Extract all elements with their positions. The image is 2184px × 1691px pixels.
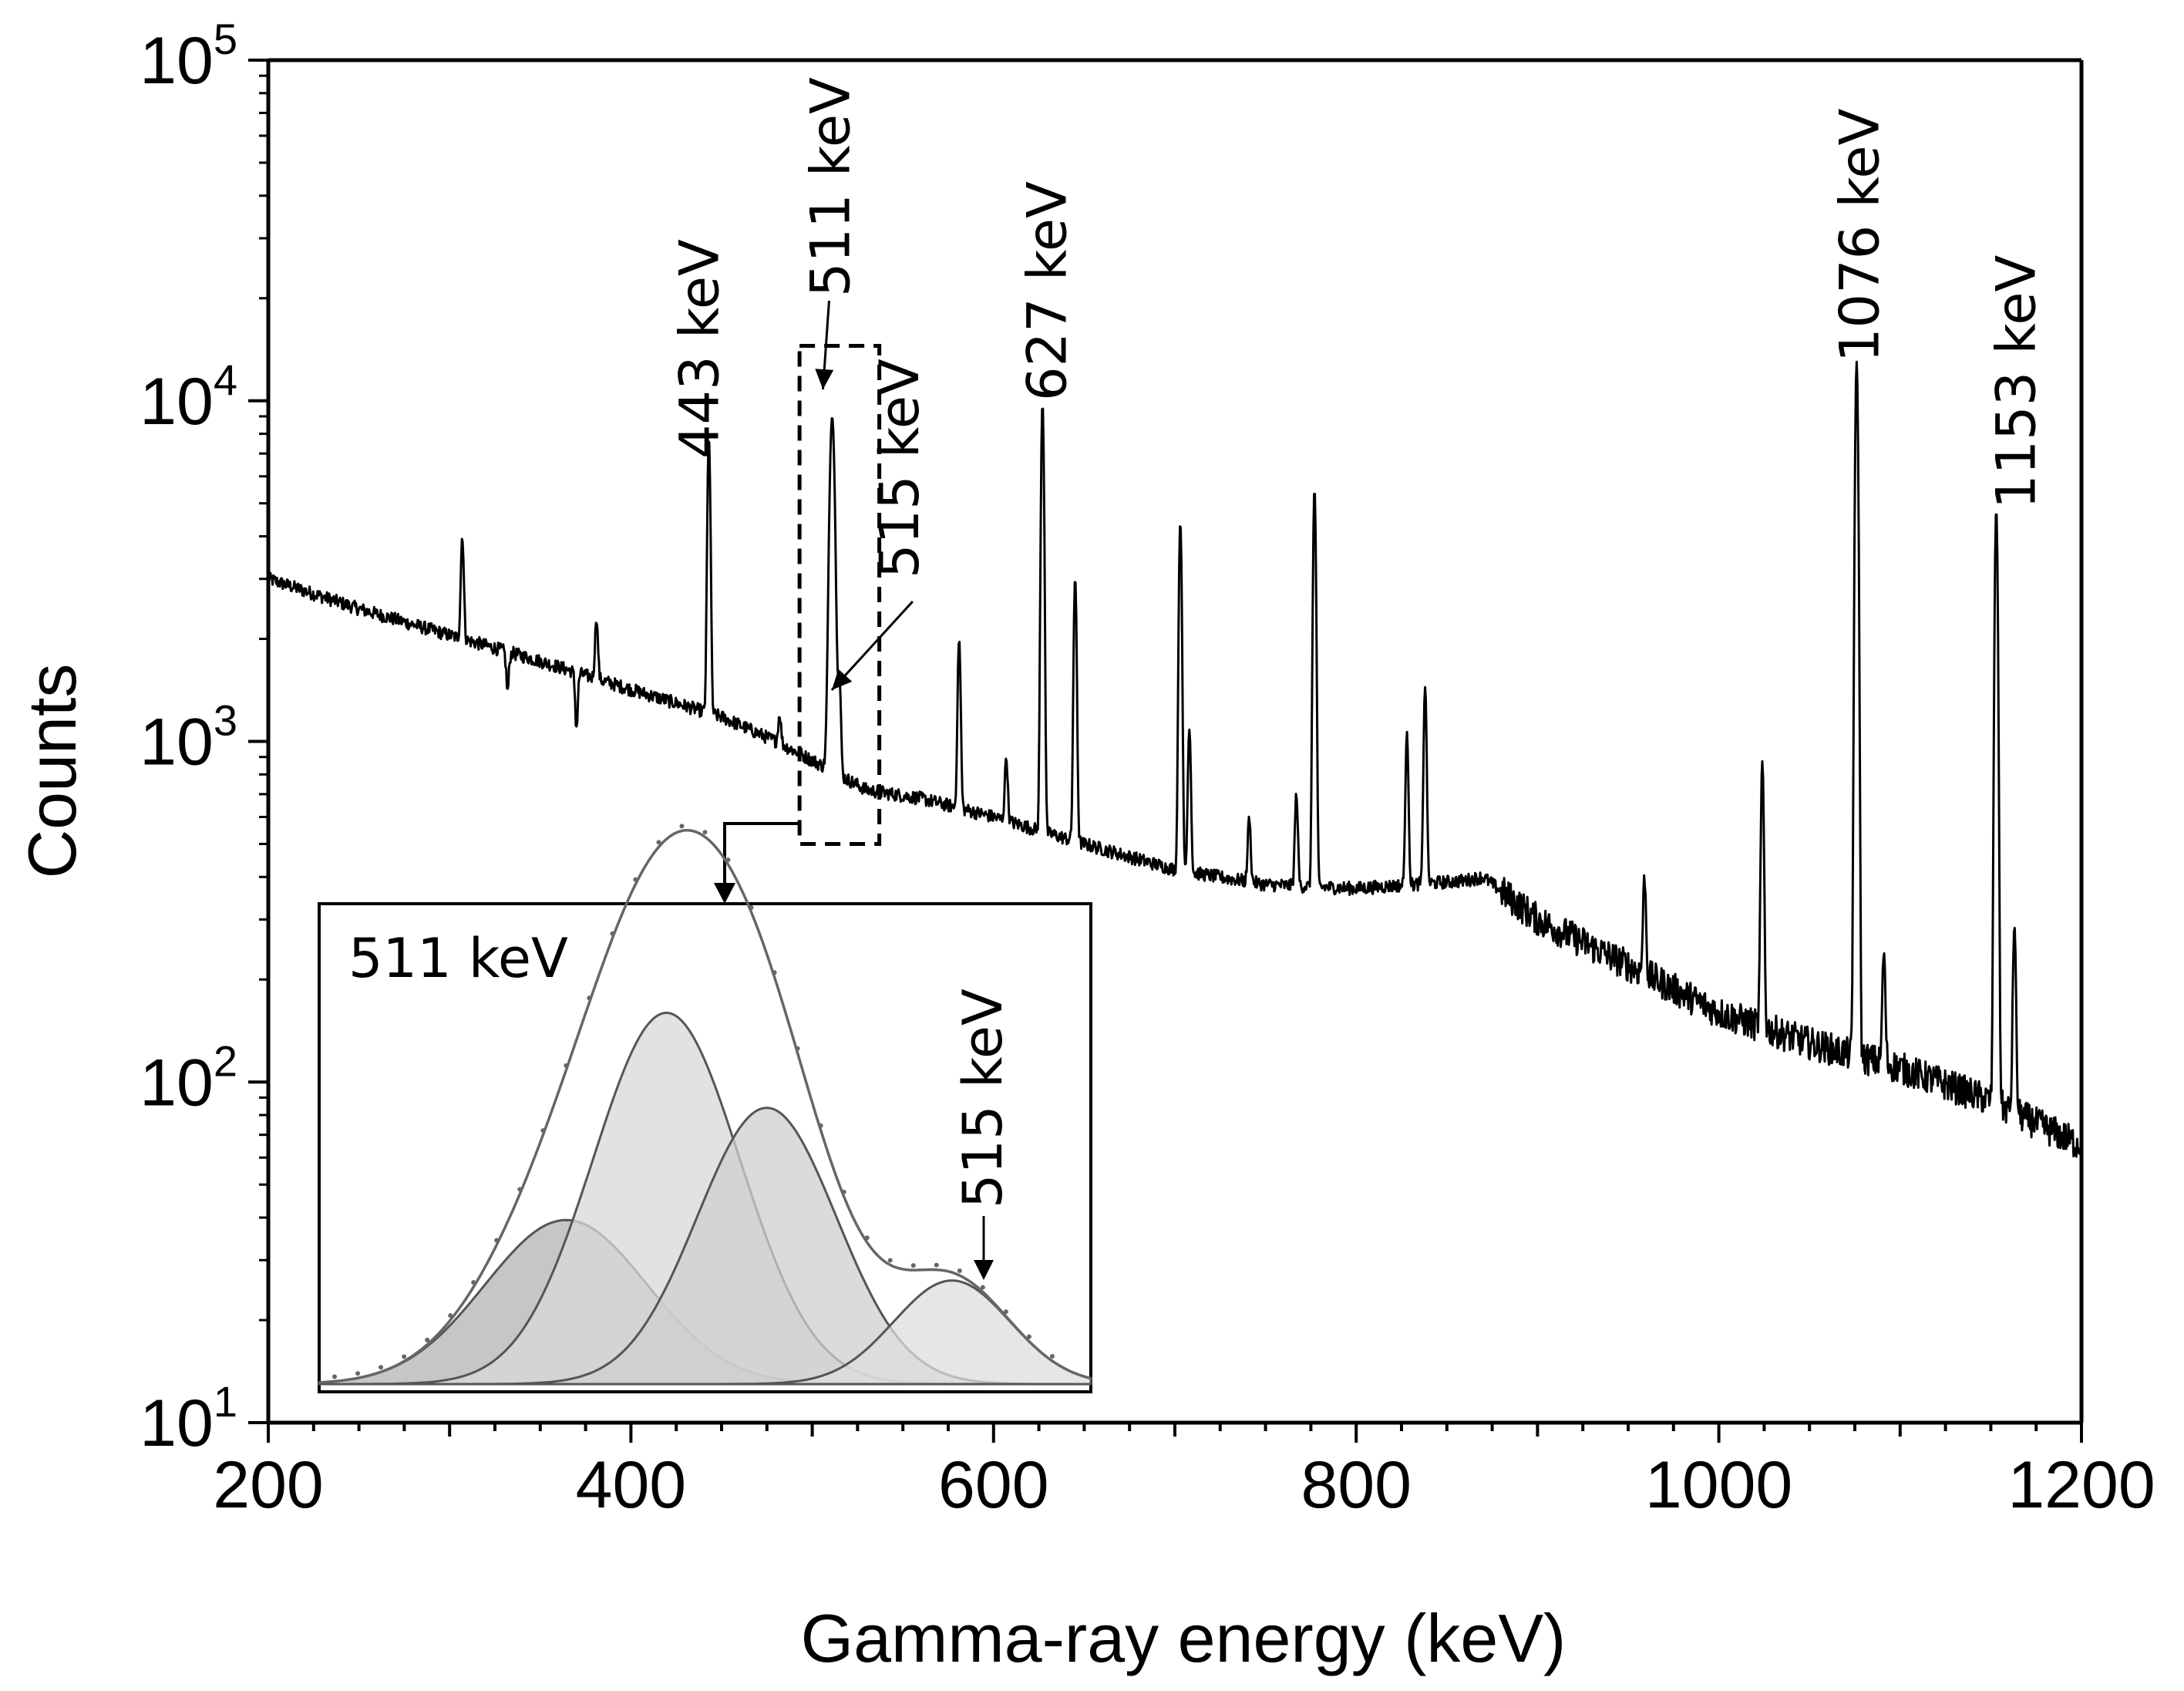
inset-data-point xyxy=(587,995,592,1001)
y-tick-exponent: 4 xyxy=(214,355,237,404)
inset-data-point xyxy=(818,1123,823,1128)
inset-data-point xyxy=(355,1371,361,1376)
inset-data-point xyxy=(679,824,685,829)
x-tick-label: 200 xyxy=(213,1448,324,1522)
y-tick-base: 10 xyxy=(140,706,214,780)
y-tick-exponent: 1 xyxy=(214,1377,237,1426)
inset-connector xyxy=(723,822,800,887)
peak-label-443: 443 keV xyxy=(668,239,732,459)
inset-connector-head xyxy=(714,883,735,904)
inset-data-point xyxy=(471,1280,476,1285)
y-tick-label: 102 xyxy=(140,1036,237,1120)
y-tick-label: 105 xyxy=(140,15,237,98)
y-tick-exponent: 2 xyxy=(214,1036,237,1085)
plot-area xyxy=(267,360,2083,1160)
inset-data-point xyxy=(1049,1354,1055,1359)
inset-data-point xyxy=(656,840,661,845)
inset-data-point xyxy=(725,857,731,863)
zoom-box xyxy=(797,343,882,846)
x-axis-label: Gamma-ray energy (keV) xyxy=(801,1600,1566,1676)
inset-component-4 xyxy=(319,1279,1092,1386)
y-tick-label: 103 xyxy=(140,696,237,780)
inset-data-point xyxy=(957,1268,962,1274)
inset-data-point xyxy=(564,1063,569,1068)
peak-label-511: 511 keV xyxy=(799,77,862,297)
x-tick-label: 1000 xyxy=(1645,1448,1792,1522)
inset-data-point xyxy=(702,830,708,835)
peak-label-1153: 1153 keV xyxy=(1984,254,2048,509)
x-tick-label: 600 xyxy=(938,1448,1049,1522)
inset-data-point xyxy=(841,1189,846,1194)
x-tick-label: 400 xyxy=(576,1448,687,1522)
inset-data-point xyxy=(332,1374,338,1379)
inset-envelope xyxy=(318,828,1092,1384)
inset-data-point xyxy=(448,1313,453,1319)
y-tick-base: 10 xyxy=(140,24,214,98)
inset-data-point xyxy=(772,970,777,975)
inset-arrow-label: 515 keV xyxy=(951,989,1015,1208)
x-tick-label: 800 xyxy=(1301,1448,1412,1522)
inset-panel: 511 keV 515 keV xyxy=(318,824,1092,1393)
inset-data-point xyxy=(910,1263,916,1268)
y-tick-exponent: 5 xyxy=(214,15,237,63)
inset-data-point xyxy=(934,1262,939,1268)
inset-data-point xyxy=(425,1337,430,1342)
y-tick-label: 104 xyxy=(140,355,237,439)
inset-data-point xyxy=(633,877,638,882)
inset-data-point xyxy=(1026,1334,1031,1339)
inset-data-point xyxy=(864,1235,870,1241)
inset-data-point xyxy=(749,905,754,911)
inset-data-point xyxy=(540,1128,546,1134)
inset-title: 511 keV xyxy=(348,927,568,990)
inset-data-point xyxy=(980,1285,985,1290)
y-tick-base: 10 xyxy=(140,1386,214,1460)
peak-label-627: 627 keV xyxy=(1015,181,1079,401)
y-tick-exponent: 3 xyxy=(214,696,237,745)
inset-arrow-head xyxy=(974,1260,994,1280)
inset-data-point xyxy=(379,1365,384,1370)
spectrum-line xyxy=(267,360,2083,1160)
inset-data-point xyxy=(610,931,615,936)
arrow-511-head xyxy=(815,369,834,389)
inset-data-point xyxy=(517,1187,523,1192)
arrow-515-head xyxy=(831,669,853,690)
y-tick-base: 10 xyxy=(140,365,214,439)
inset-data-point xyxy=(1003,1309,1008,1315)
y-tick-base: 10 xyxy=(140,1046,214,1120)
y-tick-label: 101 xyxy=(140,1377,237,1460)
x-tick-label: 1200 xyxy=(2007,1448,2155,1522)
inset-data-point xyxy=(795,1046,800,1051)
y-axis-label: Counts xyxy=(14,664,90,879)
inset-data-point xyxy=(402,1354,407,1359)
inset-data-point xyxy=(494,1238,500,1243)
peak-label-1076: 1076 keV xyxy=(1828,108,1891,362)
inset-data-point xyxy=(887,1258,893,1263)
